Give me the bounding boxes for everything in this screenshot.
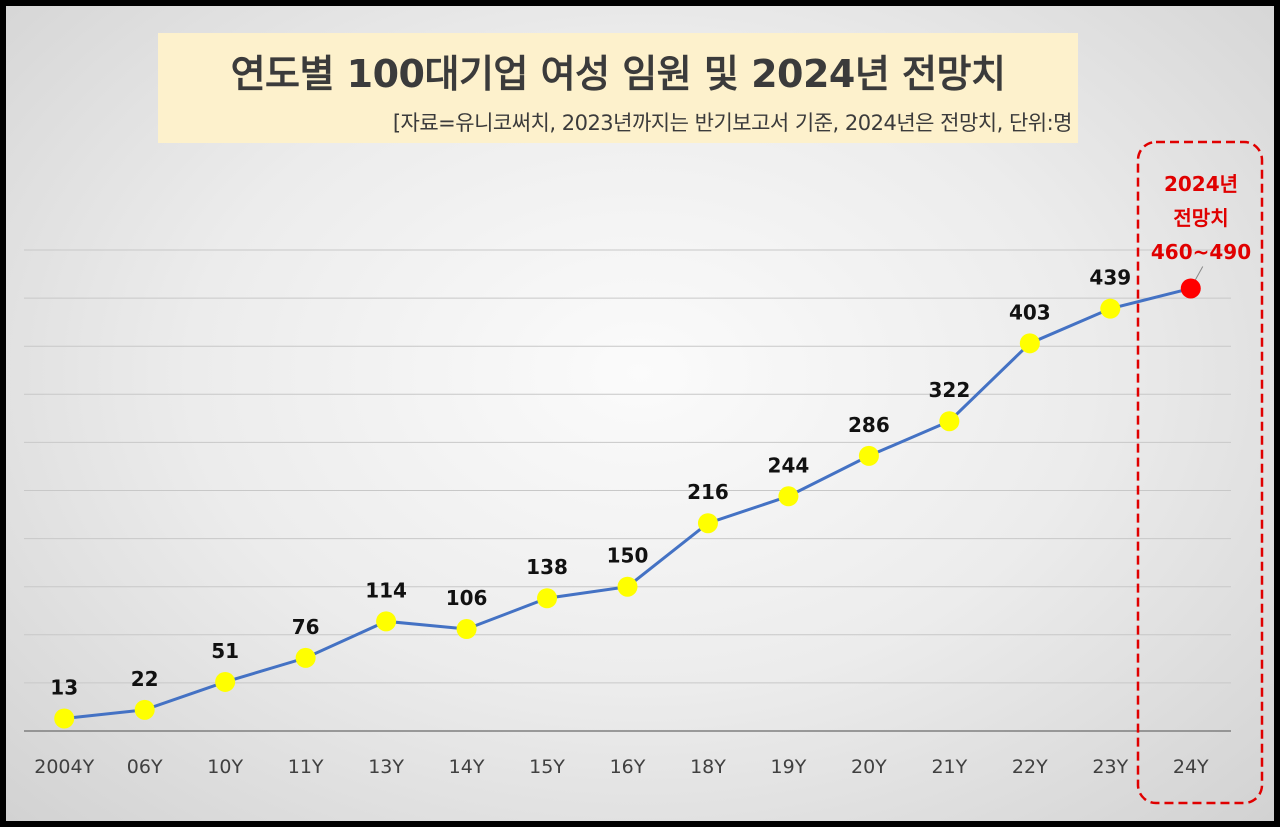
data-label: 150 bbox=[607, 544, 649, 568]
data-label: 22 bbox=[131, 667, 159, 691]
data-label: 114 bbox=[365, 578, 407, 602]
data-label: 106 bbox=[446, 586, 488, 610]
x-tick-label: 23Y bbox=[1092, 756, 1128, 778]
x-tick-label: 18Y bbox=[690, 756, 726, 778]
x-tick-label: 15Y bbox=[529, 756, 565, 778]
data-point bbox=[1180, 278, 1201, 299]
data-point bbox=[778, 486, 799, 507]
data-label: 439 bbox=[1089, 266, 1131, 290]
x-tick-label: 11Y bbox=[288, 756, 324, 778]
x-tick-label: 06Y bbox=[127, 756, 163, 778]
x-tick-label: 14Y bbox=[449, 756, 485, 778]
data-label: 322 bbox=[928, 378, 970, 402]
chart-title: 연도별 100대기업 여성 임원 및 2024년 전망치 bbox=[230, 52, 1006, 96]
forecast-annotation: 460~490 bbox=[1151, 240, 1251, 264]
data-label: 51 bbox=[211, 639, 239, 663]
data-label: 13 bbox=[50, 675, 78, 699]
data-label: 286 bbox=[848, 413, 890, 437]
data-label: 244 bbox=[768, 453, 810, 477]
data-point bbox=[54, 708, 75, 729]
x-tick-label: 24Y bbox=[1173, 756, 1209, 778]
chart-subtitle: [자료=유니코써치, 2023년까지는 반기보고서 기준, 2024년은 전망치… bbox=[392, 111, 1073, 135]
forecast-highlight-box bbox=[1136, 140, 1264, 805]
x-tick-label: 10Y bbox=[207, 756, 243, 778]
x-tick-label: 19Y bbox=[771, 756, 807, 778]
forecast-annotation: 2024년 bbox=[1164, 172, 1238, 196]
x-tick-label: 20Y bbox=[851, 756, 887, 778]
x-tick-label: 21Y bbox=[931, 756, 967, 778]
data-point bbox=[215, 671, 236, 692]
x-tick-label: 2004Y bbox=[34, 756, 94, 778]
data-point bbox=[858, 445, 879, 466]
data-point bbox=[1100, 298, 1121, 319]
x-tick-label: 13Y bbox=[368, 756, 404, 778]
data-point bbox=[376, 611, 397, 632]
data-point bbox=[617, 576, 638, 597]
forecast-annotation: 전망치 bbox=[1173, 206, 1228, 230]
data-point bbox=[456, 619, 477, 640]
data-label: 138 bbox=[526, 555, 568, 579]
data-point bbox=[134, 699, 155, 720]
data-point bbox=[295, 647, 316, 668]
data-point bbox=[537, 588, 558, 609]
x-tick-label: 22Y bbox=[1012, 756, 1048, 778]
data-label: 76 bbox=[292, 615, 320, 639]
x-tick-label: 16Y bbox=[610, 756, 646, 778]
data-point bbox=[697, 513, 718, 534]
data-point bbox=[1019, 333, 1040, 354]
data-label: 216 bbox=[687, 480, 729, 504]
data-label: 403 bbox=[1009, 300, 1051, 324]
title-box: 연도별 100대기업 여성 임원 및 2024년 전망치 [자료=유니코써치, … bbox=[158, 33, 1078, 143]
data-point bbox=[939, 411, 960, 432]
